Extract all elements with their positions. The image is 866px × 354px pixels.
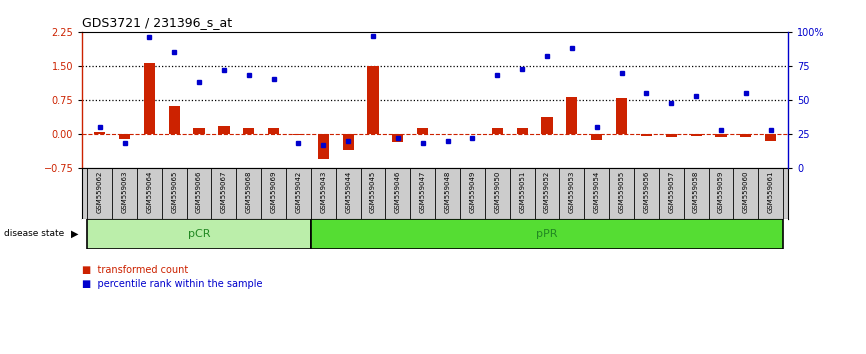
Bar [566, 97, 578, 134]
Text: GSM559047: GSM559047 [420, 170, 426, 213]
Text: GSM559049: GSM559049 [469, 170, 475, 213]
Text: ■  percentile rank within the sample: ■ percentile rank within the sample [82, 279, 262, 289]
Text: GSM559058: GSM559058 [693, 170, 699, 213]
Bar [541, 116, 553, 134]
Bar [740, 134, 752, 137]
Bar [591, 134, 602, 140]
Text: GSM559064: GSM559064 [146, 170, 152, 213]
Text: GSM559066: GSM559066 [196, 170, 202, 213]
Bar [641, 134, 652, 136]
Text: GSM559055: GSM559055 [618, 170, 624, 213]
Bar [666, 134, 677, 137]
Text: GSM559043: GSM559043 [320, 170, 326, 213]
Text: GSM559056: GSM559056 [643, 170, 650, 213]
Text: GSM559045: GSM559045 [370, 170, 376, 213]
Bar [492, 129, 503, 134]
Bar [715, 134, 727, 137]
Bar [690, 134, 701, 136]
Bar [293, 134, 304, 135]
Text: GDS3721 / 231396_s_at: GDS3721 / 231396_s_at [82, 16, 232, 29]
Bar [311, 219, 783, 249]
Text: GSM559067: GSM559067 [221, 170, 227, 213]
Text: GSM559044: GSM559044 [346, 170, 352, 213]
Text: GSM559068: GSM559068 [246, 170, 252, 213]
Bar [193, 129, 204, 134]
Text: GSM559061: GSM559061 [767, 170, 773, 213]
Text: GSM559065: GSM559065 [171, 170, 178, 213]
Text: GSM559062: GSM559062 [97, 170, 103, 213]
Bar [417, 128, 429, 134]
Bar [119, 134, 130, 139]
Text: GSM559053: GSM559053 [569, 170, 575, 213]
Text: GSM559046: GSM559046 [395, 170, 401, 213]
Bar [765, 134, 776, 141]
Bar [169, 106, 180, 134]
Bar [367, 66, 378, 134]
Text: ▶: ▶ [71, 229, 79, 239]
Bar [243, 129, 255, 134]
Text: pCR: pCR [188, 229, 210, 239]
Text: pPR: pPR [536, 229, 558, 239]
Bar [218, 126, 229, 134]
Bar [318, 134, 329, 159]
Text: GSM559042: GSM559042 [295, 170, 301, 213]
Bar [616, 98, 627, 134]
Bar [268, 128, 279, 134]
Text: GSM559052: GSM559052 [544, 170, 550, 213]
Text: disease state: disease state [4, 229, 68, 239]
Text: GSM559059: GSM559059 [718, 170, 724, 213]
Text: GSM559050: GSM559050 [494, 170, 501, 213]
Text: GSM559054: GSM559054 [594, 170, 599, 213]
Bar [94, 132, 106, 134]
Text: ■  transformed count: ■ transformed count [82, 265, 189, 275]
Bar [87, 219, 311, 249]
Text: GSM559060: GSM559060 [743, 170, 749, 213]
Text: GSM559048: GSM559048 [444, 170, 450, 213]
Bar [516, 129, 527, 134]
Text: GSM559051: GSM559051 [519, 170, 525, 213]
Text: GSM559057: GSM559057 [669, 170, 675, 213]
Bar [144, 63, 155, 134]
Bar [343, 134, 354, 150]
Text: GSM559069: GSM559069 [271, 170, 276, 213]
Text: GSM559063: GSM559063 [121, 170, 127, 213]
Bar [392, 134, 404, 142]
